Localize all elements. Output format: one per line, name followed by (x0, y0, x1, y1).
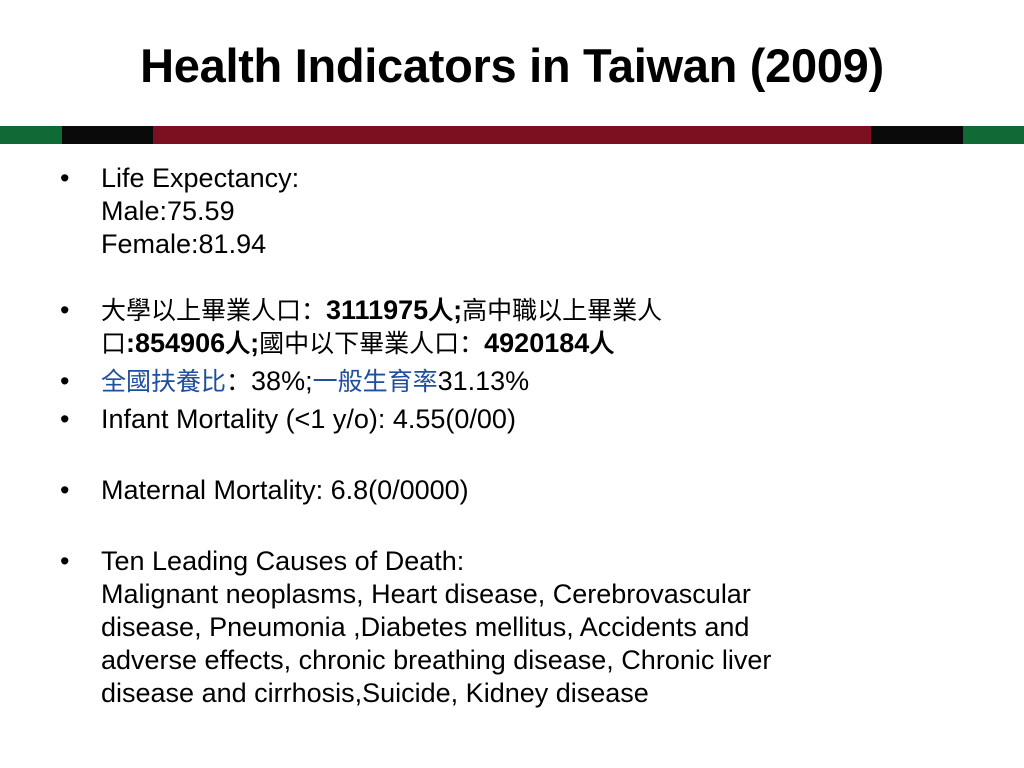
causes-list-line: disease, Pneumonia ,Diabetes mellitus, A… (101, 612, 750, 642)
divider-black-left (62, 126, 153, 144)
causes-list-line: adverse effects, chronic breathing disea… (101, 645, 772, 675)
infant-mortality-text: Infant Mortality (<1 y/o): 4.55(0/00) (101, 404, 516, 434)
bullet-causes-of-death: • Ten Leading Causes of Death: Malignant… (0, 545, 1024, 710)
bullet-dot: • (60, 295, 70, 325)
university-value: 3111975 (326, 295, 429, 325)
divider-green-right (963, 126, 1024, 144)
divider-maroon (153, 126, 871, 144)
junior-value: 4920184 (484, 328, 590, 358)
title-divider (0, 126, 1024, 144)
separator: ; (250, 328, 260, 358)
slide-title: Health Indicators in Taiwan (2009) (140, 39, 884, 92)
bullet-education: • 大學以上畢業人口：3111975人;高中職以上畢業人 口:854906人;國… (0, 294, 1024, 360)
bullet-infant-mortality: • Infant Mortality (<1 y/o): 4.55(0/00) (0, 403, 1024, 436)
causes-list-line: Malignant neoplasms, Heart disease, Cere… (101, 579, 751, 609)
bullet-maternal-mortality: • Maternal Mortality: 6.8(0/0000) (0, 474, 1024, 507)
bullet-dependency: • 全國扶養比：38%;一般生育率31.13% (0, 365, 1024, 398)
divider-green-left (0, 126, 62, 144)
person-unit: 人 (225, 329, 251, 358)
life-expectancy-heading: Life Expectancy: (101, 163, 300, 193)
bullet-dot: • (60, 366, 70, 396)
maternal-mortality-text: Maternal Mortality: 6.8(0/0000) (101, 475, 469, 505)
highschool-value: :854906 (126, 328, 226, 358)
bullet-dot: • (60, 475, 70, 505)
separator: ; (453, 295, 463, 325)
bullet-dot: • (60, 163, 70, 193)
life-expectancy-male: Male:75.59 (101, 196, 235, 226)
fertility-label: 一般生育率 (312, 367, 438, 396)
fertility-value: 31.13% (437, 366, 530, 396)
divider-black-right (871, 126, 963, 144)
life-expectancy-female: Female:81.94 (101, 229, 267, 259)
dependency-label: 全國扶養比 (101, 367, 227, 396)
bullet-dot: • (60, 404, 70, 434)
bullet-list: • Life Expectancy: Male:75.59 Female:81.… (0, 162, 1024, 710)
person-unit: 人 (428, 296, 454, 325)
causes-heading: Ten Leading Causes of Death: (101, 546, 465, 576)
causes-list-line: disease and cirrhosis,Suicide, Kidney di… (101, 678, 649, 708)
dependency-value: 38%; (251, 366, 313, 396)
junior-label: 國中以下畢業人口： (259, 329, 485, 358)
highschool-label: 高中職以上畢業人 (462, 296, 663, 325)
person-unit: 人 (589, 329, 615, 358)
dependency-colon: ： (226, 367, 252, 396)
university-label: 大學以上畢業人口： (101, 296, 327, 325)
bullet-dot: • (60, 546, 70, 576)
highschool-label-cont: 口 (101, 329, 127, 358)
bullet-life-expectancy: • Life Expectancy: Male:75.59 Female:81.… (0, 162, 1024, 261)
